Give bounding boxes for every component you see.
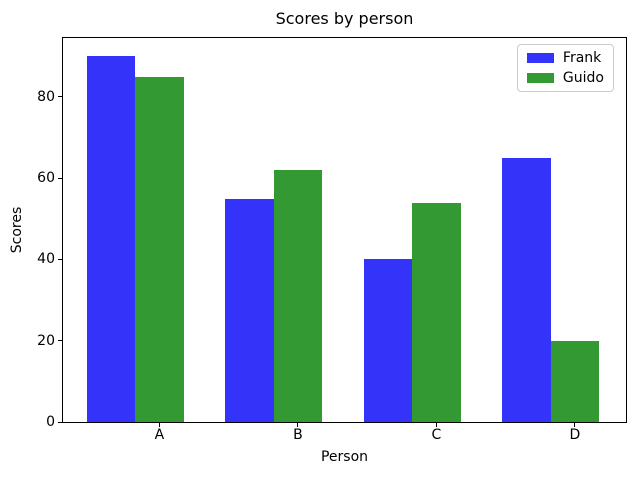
bar-guido-c xyxy=(412,202,461,422)
y-tick-label: 80 xyxy=(37,88,55,105)
x-tick-label: A xyxy=(154,427,165,443)
y-axis-label: Scores xyxy=(9,206,25,254)
bar-frank-a xyxy=(86,56,136,422)
legend-row: Guido xyxy=(526,70,604,86)
x-tick-mark xyxy=(574,423,576,427)
y-tick-mark xyxy=(58,421,62,423)
x-tick-mark xyxy=(435,423,437,427)
y-tick-label: 60 xyxy=(37,170,55,187)
bar-frank-b xyxy=(225,198,274,422)
y-tick-mark xyxy=(58,258,62,260)
legend-label: Guido xyxy=(562,70,604,86)
bar-frank-c xyxy=(363,259,413,422)
legend-label: Frank xyxy=(562,50,602,66)
y-tick-label: 40 xyxy=(37,251,55,268)
legend-swatch-guido xyxy=(526,73,554,83)
y-tick-label: 20 xyxy=(37,332,55,349)
y-tick-mark xyxy=(58,96,62,98)
chart-title: Scores by person xyxy=(275,9,414,28)
bar-guido-d xyxy=(550,340,600,422)
y-tick-mark xyxy=(58,177,62,179)
bar-frank-d xyxy=(502,157,551,422)
x-tick-label: B xyxy=(293,427,303,443)
y-tick-label: 0 xyxy=(46,414,55,430)
legend-swatch-frank xyxy=(526,53,554,63)
x-tick-label: C xyxy=(431,427,442,443)
x-axis-label: Person xyxy=(320,449,369,465)
legend: Frank Guido xyxy=(516,44,614,92)
bar-guido-a xyxy=(135,76,184,422)
x-tick-mark xyxy=(297,423,299,427)
bar-guido-b xyxy=(273,170,323,422)
plot-area: Frank Guido xyxy=(62,37,627,423)
x-tick-mark xyxy=(158,423,160,427)
legend-row: Frank xyxy=(526,50,604,66)
y-tick-mark xyxy=(58,340,62,342)
x-tick-label: D xyxy=(569,427,581,443)
